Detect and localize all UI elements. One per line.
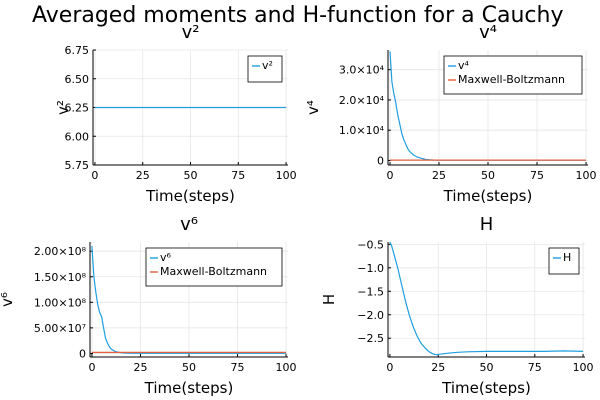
panel-1: 0 25 50 75 100 5.75 6.00 6.25 6.50 6.75 v² Time(ste… — [54, 22, 297, 205]
y-tick-label: 1.00×10⁸ — [34, 296, 87, 309]
legend-entry: v⁶ — [160, 251, 172, 264]
y-tick-label: 6.75 — [65, 44, 90, 57]
legend-entry: H — [563, 251, 571, 264]
y-tick-label: −1.5 — [357, 285, 384, 298]
legend-entry: v² — [262, 59, 273, 72]
y-tick-label: −2.5 — [357, 332, 384, 345]
y-tick-label: 2.00×10⁸ — [34, 245, 87, 258]
x-tick-label: 50 — [481, 169, 495, 182]
y-tick-label: 0 — [79, 347, 86, 360]
legend-entry: Maxwell-Boltzmann — [458, 73, 565, 86]
y-tick-label: 0 — [377, 154, 384, 167]
x-tick-label: 100 — [573, 361, 594, 374]
y-tick-label: −0.5 — [357, 238, 384, 251]
main-title: Averaged moments and H-function for a Ca… — [32, 3, 563, 28]
x-tick-label: 0 — [88, 361, 95, 374]
x-tick-label: 100 — [276, 361, 297, 374]
y-tick-label: 6.25 — [65, 102, 90, 115]
panel-title: H — [480, 214, 494, 235]
y-tick-label: −2.0 — [357, 309, 384, 322]
series-line — [389, 241, 584, 356]
x-tick-label: 50 — [182, 361, 196, 374]
x-tick-label: 25 — [431, 361, 445, 374]
legend — [145, 247, 283, 287]
y-tick-label: 3.0×10⁴ — [339, 64, 385, 77]
y-axis-label: v² — [54, 100, 72, 115]
legend — [247, 55, 283, 83]
y-axis-label: v⁶ — [0, 292, 16, 307]
x-tick-label: 25 — [133, 361, 147, 374]
x-tick-label: 50 — [480, 361, 494, 374]
panel-title: v² — [182, 22, 200, 43]
y-tick-label: 2.0×10⁴ — [339, 94, 385, 107]
y-axis-label: H — [320, 294, 338, 305]
y-tick-label: 5.75 — [65, 159, 90, 172]
y-tick-label: 5.00×10⁷ — [34, 322, 86, 335]
x-tick-label: 75 — [231, 169, 245, 182]
x-tick-label: 75 — [528, 361, 542, 374]
panel-4: 0 25 50 75 100 −2.5 −2.0 −1.5 −1.0 −0.5 H Time(step… — [320, 214, 594, 397]
y-tick-label: 1.50×10⁸ — [34, 271, 87, 284]
x-tick-label: 75 — [231, 361, 245, 374]
x-tick-label: 0 — [91, 169, 98, 182]
panel-title: v⁴ — [479, 22, 497, 43]
x-tick-label: 75 — [530, 169, 544, 182]
x-tick-label: 25 — [136, 169, 150, 182]
x-tick-label: 25 — [432, 169, 446, 182]
y-axis-label: v⁴ — [304, 100, 322, 115]
x-tick-label: 0 — [386, 361, 393, 374]
x-axis-label: Time(steps) — [144, 379, 234, 397]
panel-2: 0 25 50 75 100 0 1.0×10⁴ 2.0×10⁴ 3.0×10⁴ v⁴ Time(s… — [304, 22, 597, 205]
y-tick-label: 6.00 — [65, 130, 90, 143]
y-tick-label: −1.0 — [357, 262, 384, 275]
y-tick-label: 1.0×10⁴ — [339, 124, 385, 137]
legend-entry: v⁴ — [458, 59, 470, 72]
x-axis-label: Time(steps) — [441, 379, 531, 397]
x-axis-label: Time(steps) — [145, 187, 235, 205]
x-tick-label: 0 — [386, 169, 393, 182]
legend-entry: Maxwell-Boltzmann — [160, 265, 267, 278]
x-axis-label: Time(steps) — [443, 187, 533, 205]
y-tick-label: 6.50 — [65, 73, 90, 86]
x-tick-label: 50 — [184, 169, 198, 182]
legend — [443, 55, 583, 95]
x-tick-label: 100 — [276, 169, 297, 182]
panel-3: 0 25 50 75 100 0 5.00×10⁷ 1.00×10⁸ 1.50×10⁸ 2.00×… — [0, 214, 297, 397]
legend — [548, 247, 580, 275]
x-tick-label: 100 — [576, 169, 597, 182]
panel-title: v⁶ — [180, 214, 198, 235]
